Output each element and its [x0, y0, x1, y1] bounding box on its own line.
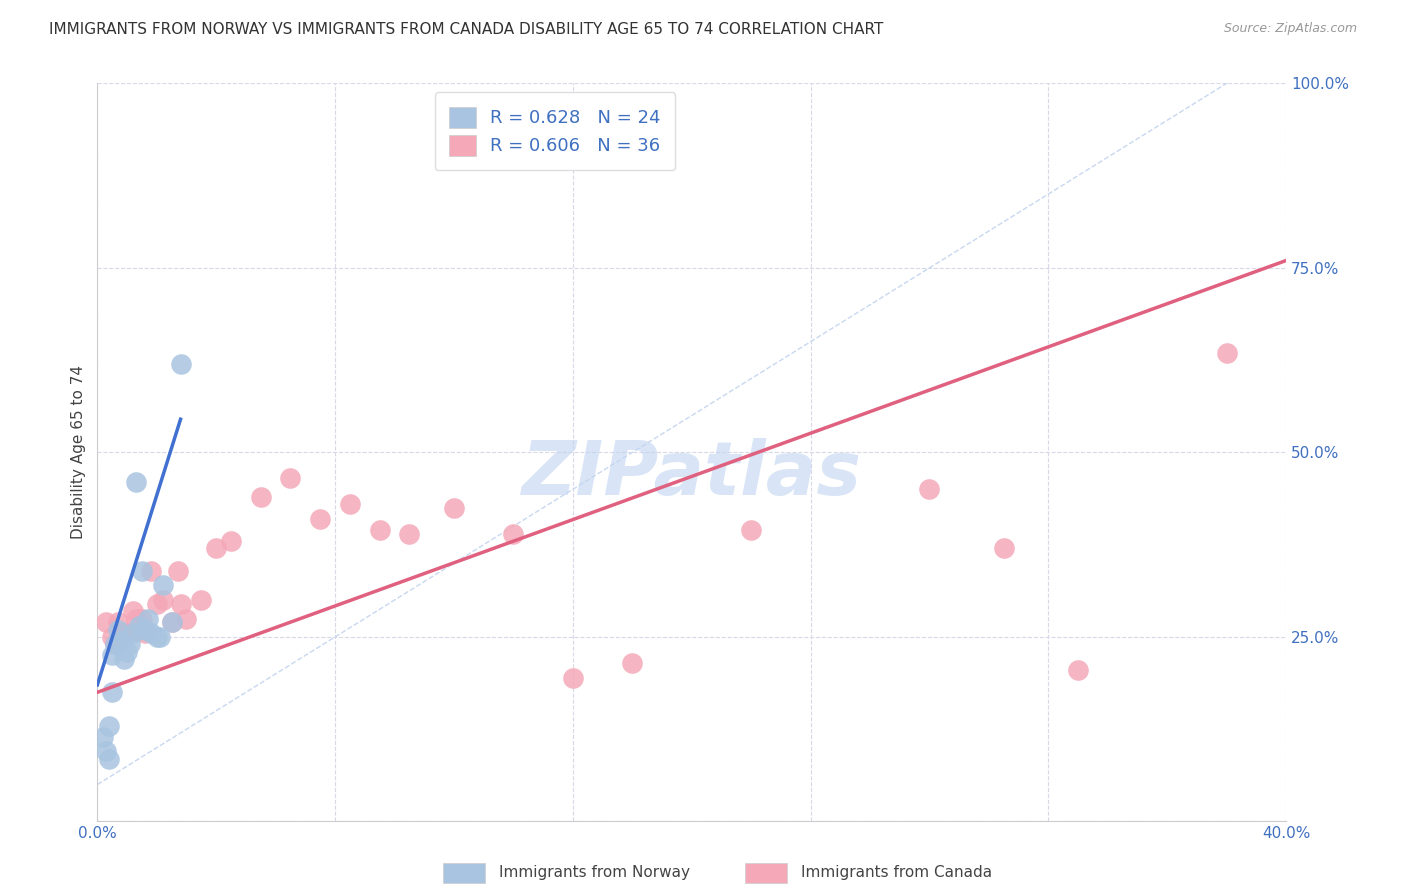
Point	[309, 512, 332, 526]
Point	[91, 730, 114, 744]
Point	[502, 526, 524, 541]
Point	[918, 483, 941, 497]
Text: IMMIGRANTS FROM NORWAY VS IMMIGRANTS FROM CANADA DISABILITY AGE 65 TO 74 CORRELA: IMMIGRANTS FROM NORWAY VS IMMIGRANTS FRO…	[49, 22, 883, 37]
Point	[98, 752, 121, 766]
Point	[249, 490, 271, 504]
Point	[398, 526, 420, 541]
Point	[993, 541, 1015, 556]
Point	[131, 611, 153, 625]
Point	[139, 626, 162, 640]
Point	[128, 619, 150, 633]
Point	[205, 541, 228, 556]
Point	[169, 357, 191, 371]
Point	[110, 633, 132, 648]
Point	[115, 645, 138, 659]
Point	[125, 611, 148, 625]
Point	[219, 534, 242, 549]
Text: Immigrants from Norway: Immigrants from Norway	[499, 865, 690, 880]
Point	[134, 626, 156, 640]
Point	[149, 630, 172, 644]
Point	[122, 626, 145, 640]
Legend: R = 0.628   N = 24, R = 0.606   N = 36: R = 0.628 N = 24, R = 0.606 N = 36	[434, 93, 675, 170]
Point	[561, 671, 583, 685]
Text: Source: ZipAtlas.com: Source: ZipAtlas.com	[1223, 22, 1357, 36]
Point	[160, 615, 183, 630]
Point	[101, 630, 124, 644]
Point	[166, 564, 188, 578]
Point	[134, 623, 156, 637]
Point	[152, 578, 174, 592]
Point	[368, 523, 391, 537]
Y-axis label: Disability Age 65 to 74: Disability Age 65 to 74	[72, 366, 86, 540]
Point	[115, 626, 138, 640]
Point	[152, 593, 174, 607]
Point	[740, 523, 762, 537]
Point	[280, 471, 302, 485]
Point	[443, 500, 465, 515]
Point	[128, 623, 150, 637]
Point	[621, 656, 644, 670]
Point	[96, 615, 118, 630]
Point	[98, 718, 121, 732]
Point	[131, 564, 153, 578]
Point	[136, 611, 159, 625]
Point	[146, 630, 169, 644]
Point	[104, 637, 127, 651]
Point	[107, 623, 129, 637]
Point	[101, 648, 124, 663]
Point	[169, 597, 191, 611]
Point	[139, 564, 162, 578]
Point	[160, 615, 183, 630]
Point	[107, 615, 129, 630]
Point	[110, 626, 132, 640]
Point	[190, 593, 212, 607]
Text: ZIPatlas: ZIPatlas	[522, 438, 862, 511]
Point	[1067, 663, 1090, 677]
Point	[96, 744, 118, 758]
Point	[101, 685, 124, 699]
Point	[118, 637, 141, 651]
Point	[112, 652, 135, 666]
Point	[104, 637, 127, 651]
Point	[125, 475, 148, 489]
Text: Immigrants from Canada: Immigrants from Canada	[801, 865, 993, 880]
Point	[176, 611, 198, 625]
Point	[146, 597, 169, 611]
Point	[122, 604, 145, 618]
Point	[1215, 346, 1237, 360]
Point	[339, 497, 361, 511]
